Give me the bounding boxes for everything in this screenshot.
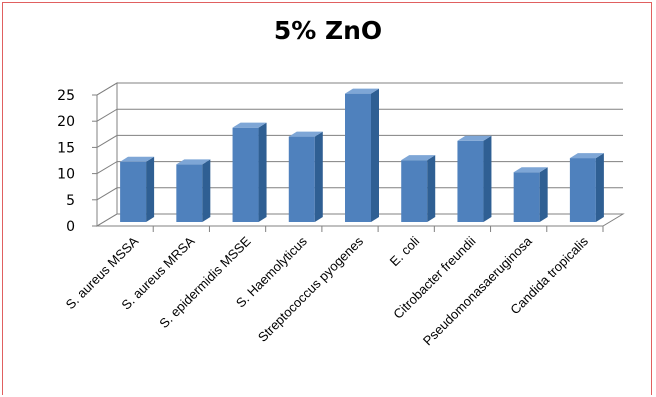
gridline [96, 108, 623, 122]
gridline [96, 161, 623, 175]
bar-top [457, 135, 492, 141]
bar-top [120, 156, 155, 162]
bar [120, 161, 147, 222]
bar-side [427, 155, 436, 222]
bar [345, 93, 371, 223]
chart-title: 5% ZnO [273, 16, 383, 45]
bar [176, 164, 203, 222]
side-wall [96, 82, 118, 227]
x-tick-label: S. epidermidis MSSE [156, 233, 254, 331]
bar-top [176, 159, 211, 165]
bar-side [595, 153, 604, 222]
bar [569, 158, 596, 222]
gridline [96, 187, 623, 201]
bar-top [569, 153, 604, 159]
bar-top [401, 155, 436, 161]
bar-side [202, 159, 211, 222]
bar-side [539, 167, 548, 222]
bar-side [146, 156, 155, 222]
bar-side [314, 131, 323, 222]
bar-side [483, 135, 492, 222]
y-tick-label: 15 [57, 140, 75, 156]
x-tick-label: Streptococcus pyogenes [255, 233, 367, 345]
bar-top [513, 167, 548, 173]
bar [513, 172, 540, 222]
bar [232, 127, 259, 222]
bar [457, 140, 484, 222]
bar [288, 136, 315, 222]
gridline [96, 82, 623, 96]
bar-top [288, 131, 323, 137]
y-tick-label: 20 [57, 114, 75, 130]
bar-top [232, 122, 267, 128]
gridline [96, 134, 623, 148]
x-tick-label: Pseudomonasaeruginosa [420, 233, 535, 348]
y-tick-label: 0 [66, 219, 75, 235]
y-tick-label: 10 [57, 167, 75, 183]
bar-side [371, 88, 379, 223]
y-tick-label: 25 [57, 88, 75, 104]
bar [401, 160, 428, 222]
y-tick-label: 5 [66, 193, 75, 209]
bar-top [345, 88, 379, 94]
bar-side [258, 122, 267, 222]
x-tick-label: E. coli [387, 233, 423, 269]
